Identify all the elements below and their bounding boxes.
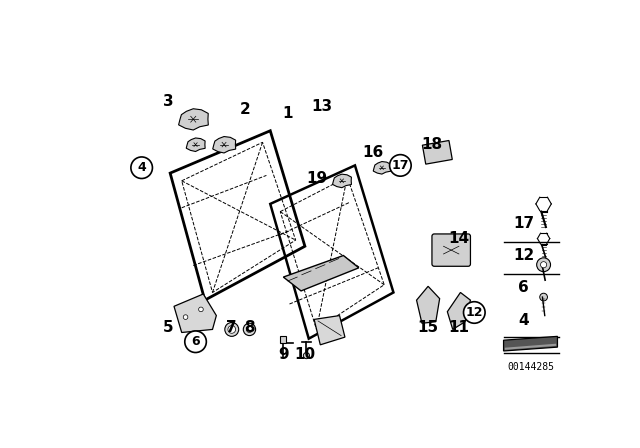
- Circle shape: [225, 323, 239, 336]
- Circle shape: [246, 326, 253, 332]
- Text: 3: 3: [163, 94, 173, 109]
- Text: 7: 7: [227, 320, 237, 336]
- Text: 19: 19: [307, 171, 328, 186]
- FancyBboxPatch shape: [432, 234, 470, 266]
- Bar: [280, 336, 287, 343]
- Text: 16: 16: [362, 145, 383, 160]
- Polygon shape: [314, 315, 345, 345]
- Polygon shape: [212, 137, 236, 153]
- Polygon shape: [174, 294, 216, 332]
- Circle shape: [243, 323, 255, 336]
- Text: 6: 6: [518, 280, 529, 295]
- Circle shape: [131, 157, 152, 178]
- Polygon shape: [333, 174, 351, 188]
- Polygon shape: [186, 138, 205, 151]
- Text: 00144285: 00144285: [508, 362, 555, 372]
- Text: 17: 17: [392, 159, 409, 172]
- Text: 6: 6: [191, 335, 200, 348]
- Circle shape: [198, 307, 204, 312]
- Text: 4: 4: [518, 313, 529, 327]
- Circle shape: [537, 258, 550, 271]
- Circle shape: [390, 155, 411, 176]
- Text: 8: 8: [244, 320, 255, 336]
- Text: 17: 17: [513, 215, 534, 231]
- Circle shape: [185, 331, 206, 353]
- Polygon shape: [284, 255, 359, 291]
- Circle shape: [463, 302, 485, 323]
- Text: 1: 1: [283, 106, 293, 121]
- Polygon shape: [504, 336, 557, 351]
- Circle shape: [541, 262, 547, 268]
- Text: 15: 15: [417, 320, 438, 336]
- Text: 11: 11: [449, 320, 469, 336]
- Polygon shape: [179, 109, 208, 130]
- Text: 4: 4: [138, 161, 146, 174]
- Text: 5: 5: [163, 320, 173, 336]
- Polygon shape: [422, 141, 452, 164]
- Text: 12: 12: [513, 248, 534, 263]
- Circle shape: [303, 353, 310, 359]
- Polygon shape: [373, 162, 391, 174]
- Text: 10: 10: [294, 347, 316, 362]
- Text: 13: 13: [311, 99, 332, 114]
- Text: 9: 9: [278, 347, 289, 362]
- Text: 2: 2: [240, 102, 251, 116]
- Circle shape: [183, 315, 188, 319]
- Text: 18: 18: [421, 137, 442, 152]
- Circle shape: [540, 293, 547, 301]
- Polygon shape: [447, 293, 470, 329]
- Circle shape: [228, 326, 236, 333]
- Polygon shape: [417, 286, 440, 323]
- Text: 12: 12: [465, 306, 483, 319]
- Text: 14: 14: [449, 231, 470, 246]
